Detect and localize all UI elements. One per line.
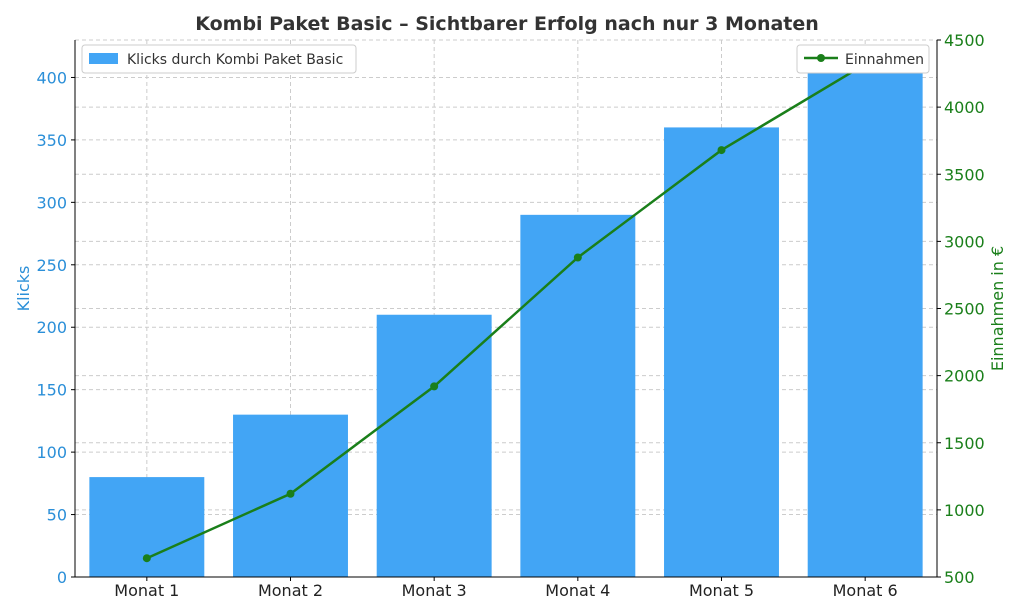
legend-line-marker xyxy=(817,54,825,62)
x-tick-label: Monat 4 xyxy=(545,581,610,600)
x-tick-label: Monat 3 xyxy=(402,581,467,600)
legend-bar-swatch xyxy=(89,53,118,64)
right-tick-label: 2500 xyxy=(944,300,985,319)
revenue-point xyxy=(430,382,439,391)
revenue-point xyxy=(142,554,151,563)
right-tick-label: 2000 xyxy=(944,367,985,386)
right-tick-label: 4000 xyxy=(944,98,985,117)
left-tick-label: 350 xyxy=(36,131,67,150)
bar xyxy=(520,214,636,577)
legend-bars-box xyxy=(81,44,357,74)
legend-bars: Klicks durch Kombi Paket Basic xyxy=(81,44,357,74)
revenue-point xyxy=(717,146,726,155)
bar xyxy=(664,127,779,577)
right-tick-label: 3000 xyxy=(944,232,985,251)
left-tick-label: 300 xyxy=(36,193,67,212)
left-tick-label: 100 xyxy=(36,443,67,462)
left-tick-label: 250 xyxy=(36,256,67,275)
left-axis-ticks: 0 50 100 150 200 250 300 350 400 xyxy=(36,68,75,587)
y-axis-label: Klicks xyxy=(14,266,33,312)
revenue-point xyxy=(573,253,582,262)
chart-title: Kombi Paket Basic – Sichtbarer Erfolg na… xyxy=(195,13,819,35)
revenue-line-path xyxy=(146,63,866,560)
legend-bars-label: Klicks durch Kombi Paket Basic xyxy=(127,52,343,68)
right-tick-label: 4500 xyxy=(944,31,985,50)
x-tick-label: Monat 5 xyxy=(689,581,754,600)
x-axis-ticks: Monat 1 Monat 2 Monat 3 Monat 4 Monat 5 Monat… xyxy=(114,577,898,600)
legend-line: Einnahmen xyxy=(796,44,930,74)
x-tick-label: Monat 2 xyxy=(258,581,323,600)
right-tick-label: 3500 xyxy=(944,165,985,184)
left-tick-label: 50 xyxy=(47,506,67,525)
y2-axis-label: Einnahmen in € xyxy=(988,246,1007,371)
right-tick-label: 500 xyxy=(944,568,975,587)
left-tick-label: 0 xyxy=(57,568,67,587)
right-tick-label: 1500 xyxy=(944,434,985,453)
legend-line-label: Einnahmen xyxy=(845,52,924,68)
right-tick-label: 1000 xyxy=(944,501,985,520)
x-tick-label: Monat 1 xyxy=(114,581,179,600)
left-tick-label: 200 xyxy=(36,318,67,337)
bar xyxy=(376,314,492,577)
bar xyxy=(807,64,923,577)
x-tick-label: Monat 6 xyxy=(833,581,898,600)
left-tick-label: 150 xyxy=(36,381,67,400)
legend-line-box xyxy=(796,44,930,74)
right-axis-ticks: 500 1000 1500 2000 2500 3000 3500 4000 4500 xyxy=(937,31,985,587)
revenue-point xyxy=(286,489,295,498)
left-tick-label: 400 xyxy=(36,68,67,87)
